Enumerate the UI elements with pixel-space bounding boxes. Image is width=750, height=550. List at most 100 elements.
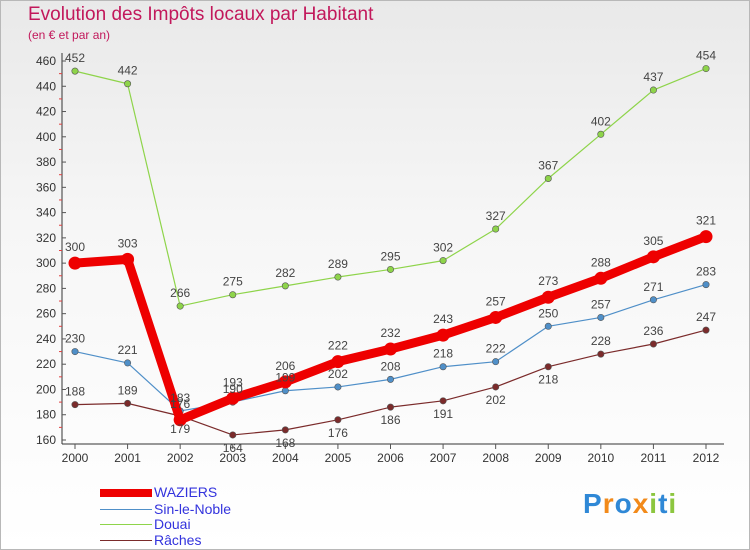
point-douai-2012 (702, 65, 710, 73)
point-douai-2001 (124, 80, 132, 88)
legend-swatch-sin-le-noble (100, 509, 152, 510)
data-label-waziers-2010: 288 (591, 255, 611, 269)
x-tick-label-2002: 2002 (167, 451, 194, 465)
data-label-sin-le-noble-2003: 190 (223, 382, 243, 396)
x-tick-label-2008: 2008 (482, 451, 509, 465)
data-label-waziers-2004: 206 (275, 359, 295, 373)
legend-swatch-raches (100, 540, 152, 541)
x-tick-label-2011: 2011 (641, 451, 667, 465)
point-douai-2007 (439, 257, 447, 265)
point-douai-2009 (544, 174, 552, 182)
series-layer (68, 65, 713, 439)
point-douai-2005 (334, 273, 342, 281)
point-douai-2006 (386, 265, 394, 273)
data-label-waziers-2005: 222 (328, 339, 348, 353)
point-douai-2004 (281, 282, 289, 290)
chart-subtitle: (en € et par an) (28, 28, 111, 42)
data-label-douai-2008: 327 (486, 209, 506, 223)
x-tick-label-2007: 2007 (430, 451, 457, 465)
point-sin-le-noble-2010 (597, 313, 605, 321)
y-tick-label-220: 220 (36, 357, 56, 371)
legend-label-sin-le-noble: Sin-le-Noble (154, 501, 232, 517)
data-label-raches-2003: 164 (223, 441, 243, 455)
point-raches-2004 (281, 426, 289, 434)
data-label-raches-2011: 236 (643, 324, 663, 338)
chart-title: Evolution des Impôts locaux par Habitant (28, 4, 374, 25)
point-sin-le-noble-2004 (281, 387, 289, 395)
point-waziers-2007 (436, 328, 450, 342)
point-waziers-2005 (331, 355, 345, 369)
y-tick-label-280: 280 (36, 281, 56, 295)
data-label-douai-2005: 289 (328, 257, 348, 271)
legend-label-douai: Douai (154, 516, 191, 532)
data-label-raches-2004: 168 (275, 436, 295, 450)
data-label-waziers-2011: 305 (643, 234, 663, 248)
data-labels-layer: 300 303 176 193 206 222 232 243 257 273 288 305 321 2… (65, 49, 716, 455)
x-tick-label-2000: 2000 (62, 451, 89, 465)
data-label-douai-2000: 452 (65, 51, 85, 65)
data-label-sin-le-noble-2010: 257 (591, 297, 611, 311)
point-waziers-2002 (173, 413, 187, 427)
data-label-douai-2006: 295 (380, 249, 400, 263)
data-label-raches-2005: 176 (328, 426, 348, 440)
point-douai-2002 (176, 302, 184, 310)
point-sin-le-noble-2007 (439, 363, 447, 371)
y-tick-label-420: 420 (36, 105, 56, 119)
point-raches-2007 (439, 397, 447, 405)
x-tick-label-2004: 2004 (272, 451, 299, 465)
y-tick-label-340: 340 (36, 206, 56, 220)
data-label-waziers-2002: 176 (170, 397, 190, 411)
data-label-douai-2011: 437 (643, 70, 663, 84)
point-waziers-2012 (699, 230, 713, 244)
data-label-sin-le-noble-2002: 183 (170, 391, 190, 405)
y-tick-label-240: 240 (36, 332, 56, 346)
point-waziers-2000 (68, 256, 82, 270)
point-waziers-2003 (226, 391, 240, 405)
data-label-sin-le-noble-2009: 250 (538, 306, 558, 320)
data-label-raches-2000: 188 (65, 385, 85, 399)
point-raches-2012 (702, 326, 710, 334)
data-label-sin-le-noble-2012: 283 (696, 265, 716, 279)
y-tick-label-160: 160 (36, 433, 56, 447)
legend-item-douai: Douai (100, 516, 360, 532)
y-tick-label-180: 180 (36, 408, 56, 422)
point-raches-2006 (386, 403, 394, 411)
data-label-douai-2007: 302 (433, 241, 453, 255)
data-label-raches-2007: 191 (433, 407, 453, 421)
data-label-sin-le-noble-2004: 199 (275, 371, 295, 385)
data-label-sin-le-noble-2008: 222 (486, 342, 506, 356)
chart-axes: 160 180 200 220 240 260 280 300 320 340 360 380 400 4… (36, 53, 724, 465)
data-label-raches-2010: 228 (591, 334, 611, 348)
point-waziers-2011 (646, 250, 660, 264)
point-douai-2011 (649, 86, 657, 94)
logo-letter: x (632, 488, 650, 519)
point-raches-2003 (229, 431, 237, 439)
legend-label-waziers: WAZIERS (154, 484, 218, 500)
x-tick-label-2006: 2006 (377, 451, 404, 465)
data-label-waziers-2001: 303 (118, 236, 138, 250)
data-label-waziers-2008: 257 (486, 294, 506, 308)
legend-item-sin-le-noble: Sin-le-Noble (100, 501, 360, 517)
y-tick-label-400: 400 (36, 130, 56, 144)
data-label-waziers-2000: 300 (65, 240, 85, 254)
point-sin-le-noble-2011 (649, 296, 657, 304)
data-label-raches-2012: 247 (696, 310, 716, 324)
data-label-douai-2003: 275 (223, 275, 243, 289)
x-tick-label-2012: 2012 (693, 451, 720, 465)
data-label-douai-2004: 282 (275, 266, 295, 280)
y-tick-label-440: 440 (36, 79, 56, 93)
data-label-douai-2002: 266 (170, 286, 190, 300)
data-label-raches-2008: 202 (486, 393, 506, 407)
legend-item-raches: Râches (100, 532, 360, 548)
y-tick-label-380: 380 (36, 155, 56, 169)
data-label-waziers-2003: 193 (223, 375, 243, 389)
point-raches-2010 (597, 350, 605, 358)
logo-letter: i (649, 488, 659, 519)
point-waziers-2010 (594, 271, 608, 285)
logo-letter: o (614, 488, 633, 519)
data-label-douai-2012: 454 (696, 49, 716, 63)
point-sin-le-noble-2005 (334, 383, 342, 391)
point-douai-2008 (492, 225, 500, 233)
